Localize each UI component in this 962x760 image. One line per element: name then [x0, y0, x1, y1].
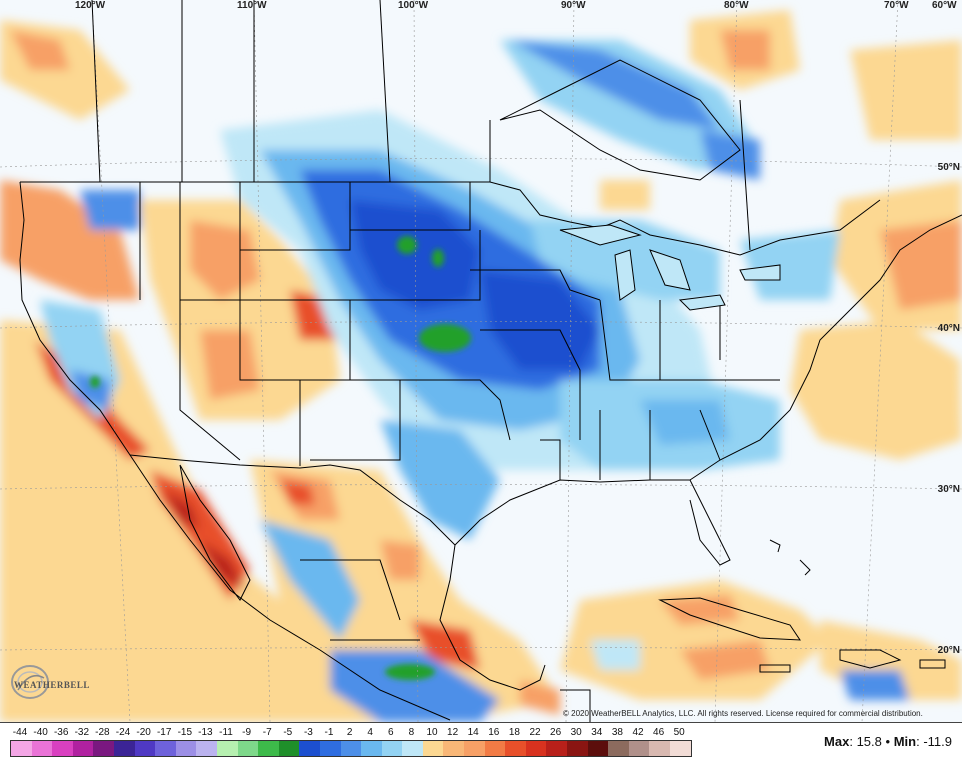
min-label: Min — [893, 734, 917, 749]
legend-tick-label: 50 — [673, 727, 685, 738]
legend-tick-label: -17 — [156, 727, 172, 738]
legend-swatch — [113, 741, 135, 756]
legend-swatch — [237, 741, 259, 756]
legend-tick-label: -40 — [33, 727, 48, 738]
legend-tick-label: -7 — [262, 727, 272, 738]
legend-tick-label: -28 — [95, 727, 110, 738]
legend-swatch — [31, 741, 53, 756]
legend-swatch — [422, 741, 444, 756]
legend-tick-label: -32 — [74, 727, 90, 738]
legend-tick-label: -44 — [12, 727, 28, 738]
legend-swatch — [11, 741, 32, 756]
anomaly-field — [0, 10, 962, 722]
legend-swatch — [546, 741, 568, 756]
legend-tick-label: -1 — [324, 727, 334, 738]
legend-swatch — [299, 741, 320, 756]
legend-swatch — [175, 741, 197, 756]
lon-label-80w: 80°W — [724, 0, 749, 11]
legend-swatch — [484, 741, 506, 756]
color-legend — [10, 740, 692, 757]
legend-tick-label: 12 — [447, 727, 459, 738]
lat-label-40n: 40°N — [937, 323, 960, 334]
legend-tick-label: 8 — [408, 727, 415, 738]
anomaly-map — [0, 0, 962, 722]
max-value: 15.8 — [856, 734, 882, 749]
legend-swatch — [155, 741, 176, 756]
legend-swatch — [608, 741, 629, 756]
legend-tick-label: 30 — [570, 727, 582, 738]
legend-swatch — [525, 741, 547, 756]
legend-tick-label: 46 — [653, 727, 665, 738]
lat-label-30n: 30°N — [937, 484, 960, 495]
legend-tick-label: -9 — [242, 727, 252, 738]
legend-tick-label: 22 — [529, 727, 541, 738]
legend-swatch — [670, 741, 691, 756]
copyright-notice: © 2020 WeatherBELL Analytics, LLC. All r… — [563, 709, 923, 718]
caribbean-islands — [658, 539, 946, 673]
legend-labels: -44 -40 -36 -32 -28 -24 -20 -17 -15 -13 -11 -9 -7 -5-… — [0, 727, 700, 739]
graticule — [0, 0, 962, 722]
legend-tick-label: 6 — [388, 727, 394, 738]
legend-tick-label: 38 — [611, 727, 623, 738]
legend-tick-label: -15 — [177, 727, 193, 738]
legend-swatch — [93, 741, 114, 756]
map-separator — [0, 722, 962, 723]
legend-tick-label: -11 — [219, 727, 233, 738]
political-borders — [19, 0, 962, 722]
min-value: -11.9 — [923, 734, 952, 749]
legend-swatch — [72, 741, 94, 756]
legend-tick-label: -5 — [283, 727, 293, 738]
weatherbell-logo — [11, 665, 49, 699]
legend-swatch — [628, 741, 650, 756]
great-lakes — [559, 224, 781, 311]
lon-label-70w: 70°W — [884, 0, 909, 11]
legend-swatch — [402, 741, 423, 756]
legend-swatch — [278, 741, 300, 756]
lon-label-90w: 90°W — [561, 0, 586, 11]
lon-label-100w: 100°W — [398, 0, 429, 11]
legend-swatch — [505, 741, 526, 756]
lon-label-120w: 120°W — [75, 0, 106, 11]
logo-wordmark: WEATHERBELL — [14, 680, 90, 690]
legend-swatch — [134, 741, 156, 756]
legend-swatch — [464, 741, 485, 756]
max-label: Max — [824, 734, 850, 749]
legend-swatch — [196, 741, 217, 756]
legend-swatch — [216, 741, 238, 756]
legend-tick-label: 2 — [346, 727, 353, 738]
legend-tick-label: 42 — [632, 727, 644, 738]
legend-swatch — [52, 741, 73, 756]
legend-tick-label: 18 — [508, 727, 520, 738]
legend-tick-label: 4 — [367, 727, 373, 738]
legend-swatch — [587, 741, 609, 756]
legend-tick-label: -36 — [53, 727, 69, 738]
legend-swatch — [319, 741, 341, 756]
legend-tick-label: 14 — [467, 727, 479, 738]
legend-swatch — [649, 741, 670, 756]
lon-label-60w: 60°W — [932, 0, 957, 11]
extreme-cold-cores — [90, 236, 471, 680]
lon-label-110w: 110°W — [237, 0, 267, 11]
legend-tick-label: 16 — [488, 727, 500, 738]
legend-tick-label: -13 — [198, 727, 213, 738]
legend-swatch — [340, 741, 362, 756]
legend-tick-label: -3 — [303, 727, 313, 738]
legend-swatch — [567, 741, 588, 756]
legend-tick-label: -20 — [136, 727, 151, 738]
lat-label-20n: 20°N — [937, 645, 960, 656]
lat-label-50n: 50°N — [937, 162, 960, 173]
legend-swatch — [361, 741, 382, 756]
legend-tick-label: -24 — [115, 727, 131, 738]
legend-swatch — [381, 741, 403, 756]
legend-tick-label: 10 — [426, 727, 438, 738]
legend-tick-label: 34 — [591, 727, 603, 738]
legend-tick-label: 26 — [550, 727, 562, 738]
legend-swatch — [443, 741, 465, 756]
stats-separator: • — [885, 734, 891, 749]
legend-swatch — [258, 741, 279, 756]
max-min-stats: Max: 15.8 • Min: -11.9 — [824, 734, 952, 749]
